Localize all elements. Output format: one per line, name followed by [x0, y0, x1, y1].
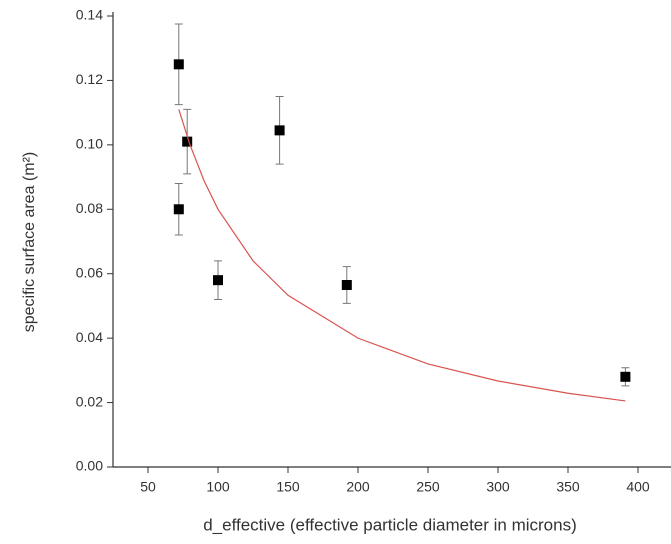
- x-axis-label: d_effective (effective particle diameter…: [203, 515, 577, 534]
- point: [173, 59, 184, 70]
- x-tick-label: 350: [556, 479, 580, 495]
- point: [173, 204, 184, 215]
- x-tick-label: 250: [416, 479, 440, 495]
- x-tick-label: 50: [140, 479, 156, 495]
- point: [213, 275, 223, 286]
- y-tick-label: 0.08: [76, 200, 103, 216]
- x-tick-label: 300: [486, 479, 510, 495]
- x-tick-label: 400: [626, 479, 650, 495]
- x-tick-label: 150: [276, 479, 300, 495]
- y-tick-label: 0.10: [76, 136, 103, 152]
- point: [620, 371, 631, 382]
- y-axis-label: specific surface area (m²): [21, 152, 38, 333]
- y-tick-label: 0.04: [76, 329, 103, 345]
- x-tick-label: 100: [206, 479, 230, 495]
- y-tick-label: 0.02: [76, 393, 103, 409]
- y-tick-label: 0.12: [76, 71, 103, 87]
- fit-line: [178, 109, 626, 402]
- point: [182, 136, 193, 147]
- point: [341, 279, 352, 290]
- y-tick-label: 0.00: [76, 458, 103, 474]
- y-tick-label: 0.14: [76, 7, 103, 23]
- x-tick-label: 200: [346, 479, 370, 495]
- y-tick-label: 0.06: [76, 264, 103, 280]
- point: [274, 125, 285, 136]
